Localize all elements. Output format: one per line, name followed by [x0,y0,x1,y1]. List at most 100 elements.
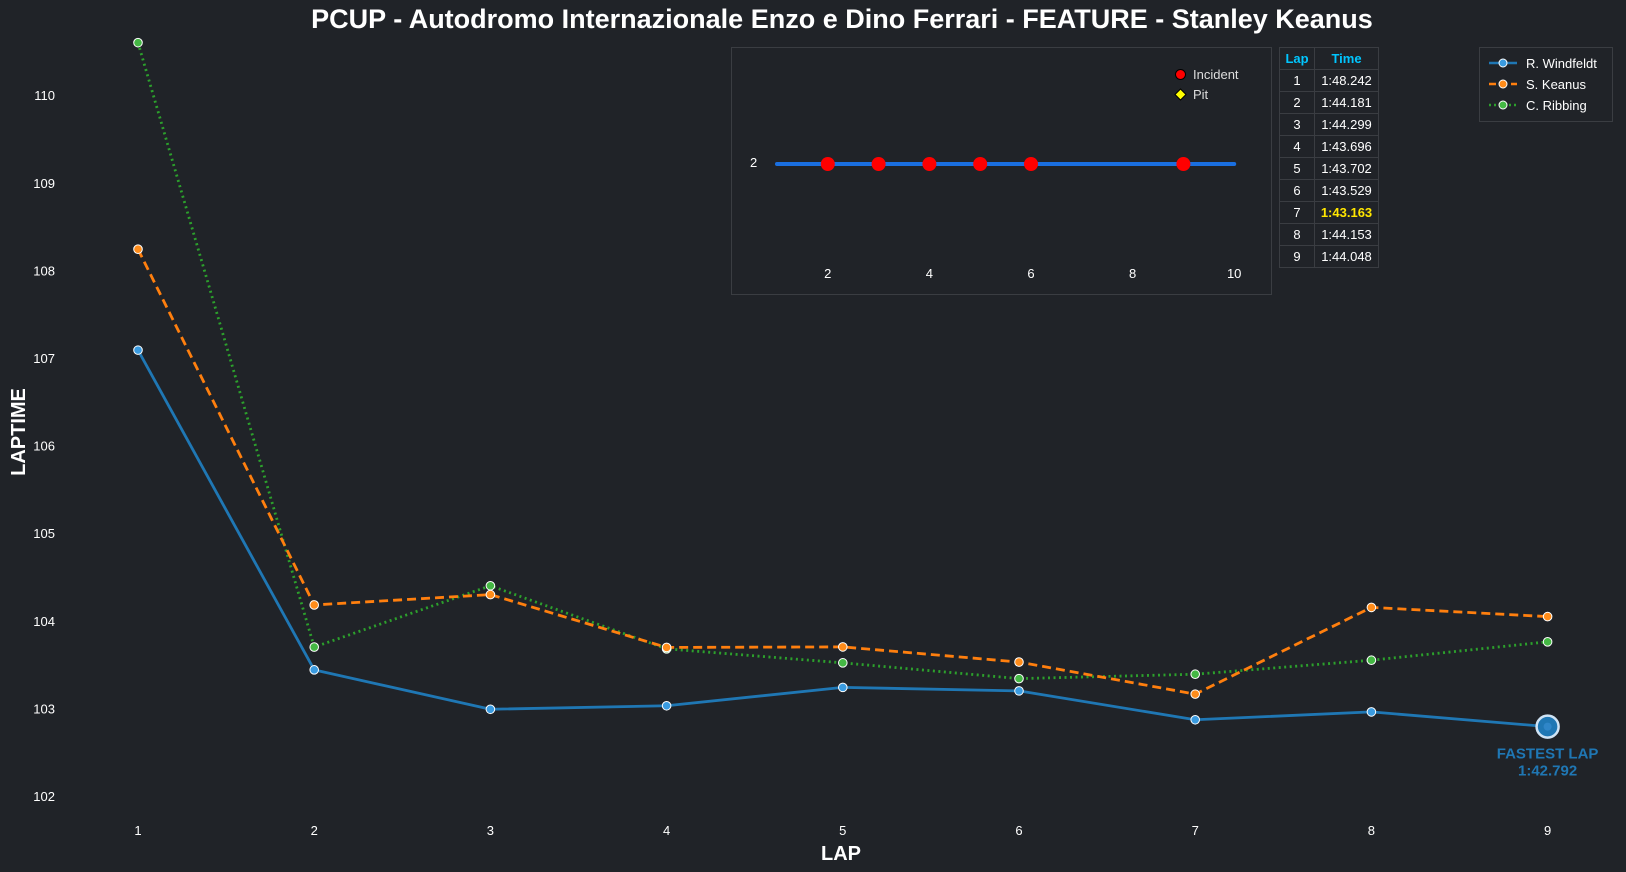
data-point [1014,673,1024,684]
lap-cell: 4 [1279,135,1315,158]
data-point [1366,602,1377,613]
inset-x-ticks: 2 4 6 8 10 [824,266,1241,281]
data-point [133,345,143,355]
legend-line-icon [1489,58,1517,68]
data-point [1366,707,1377,717]
legend-item: R. Windfeldt [1488,53,1597,73]
y-tick-label: 105 [33,526,55,541]
inset-x-tick-label: 4 [926,266,933,281]
legend-label: R. Windfeldt [1526,55,1597,71]
table-row: 2 1:44.181 [1279,91,1379,114]
y-tick-label: 103 [33,701,55,716]
fastest-lap-marker-inner [1543,722,1552,731]
fastest-lap-annotation: FASTEST LAP 1:42.792 [1497,714,1599,780]
chart-legend: R. Windfeldt S. Keanus C. Ribbing [1479,47,1613,122]
inset-y-tick: 2 [750,155,757,170]
time-cell: 1:44.299 [1314,113,1379,136]
data-point [838,642,848,652]
lap-column-header: Lap [1279,47,1315,70]
lap-time-table: Lap Time 1 1:48.242 2 1:44.181 3 1:44.299 4… [1279,47,1379,268]
y-tick-label: 104 [33,614,55,629]
lap-cell: 1 [1279,69,1315,92]
y-tick-label: 109 [33,176,55,191]
y-axis-label: LAPTIME [8,388,30,476]
data-point [1190,689,1200,699]
time-cell: 1:48.242 [1314,69,1379,92]
lap-cell: 6 [1279,179,1315,202]
incident-marker [1024,157,1038,171]
data-point [1014,657,1024,667]
data-point [838,682,848,693]
lap-cell: 9 [1279,245,1315,268]
time-cell: 1:44.181 [1314,91,1379,114]
time-cell: 1:43.163 [1314,201,1379,224]
inset-legend-incident: Incident [1174,67,1239,82]
data-point [1542,637,1553,647]
lap-cell: 5 [1279,157,1315,180]
data-point [133,244,143,255]
legend-item: S. Keanus [1488,74,1586,94]
time-column-header: Time [1314,47,1379,70]
data-point [309,665,320,675]
x-tick-label: 9 [1544,823,1551,838]
incident-inset-chart: 2 2 4 6 8 10 Incident Pit [731,47,1272,295]
inset-x-tick-label: 10 [1227,266,1241,281]
incident-legend-icon [1175,69,1186,80]
time-cell: 1:43.529 [1314,179,1379,202]
data-point [1190,669,1200,680]
x-tick-label: 2 [311,823,318,838]
data-point [1366,655,1377,666]
incident-marker [1176,157,1191,171]
x-tick-label: 8 [1368,823,1375,838]
data-point [485,589,496,600]
y-axis-ticks: 102 103 104 105 106 107 108 109 110 [33,88,55,804]
inset-legend-incident-label: Incident [1193,67,1239,82]
legend-label: C. Ribbing [1526,97,1587,113]
x-tick-label: 6 [1015,823,1022,838]
y-tick-label: 110 [34,88,55,103]
inset-legend-pit-label: Pit [1193,87,1209,102]
data-point [309,600,320,610]
y-tick-label: 102 [33,789,55,804]
inset-legend-pit: Pit [1174,87,1208,102]
inset-x-tick-label: 6 [1027,266,1034,281]
chart-title: PCUP - Autodromo Internazionale Enzo e D… [311,4,1373,34]
time-cell: 1:44.048 [1314,245,1379,268]
y-tick-label: 106 [33,439,55,454]
lap-cell: 8 [1279,223,1315,246]
incident-marker [922,157,937,171]
x-tick-label: 7 [1192,823,1199,838]
x-tick-label: 5 [839,823,846,838]
table-row: 6 1:43.529 [1279,179,1379,202]
data-point [309,642,320,652]
lap-cell: 7 [1279,201,1315,224]
x-axis-label: LAP [821,843,861,865]
table-row: 8 1:44.153 [1279,223,1379,246]
inset-plot: 2 2 4 6 8 10 [750,155,1241,281]
incident-marker [820,157,835,171]
x-tick-label: 3 [487,823,494,838]
series-markers [133,37,1553,732]
fastest-lap-time: 1:42.792 [1518,763,1577,780]
legend-line-icon [1489,79,1517,89]
table-row: 5 1:43.702 [1279,157,1379,180]
fastest-lap-label: FASTEST LAP [1497,746,1599,763]
incident-marker [871,157,886,171]
data-point [661,642,672,653]
series-line [136,248,1548,696]
inset-x-tick-label: 2 [824,266,831,281]
data-point [661,700,672,711]
data-point [133,37,143,48]
data-point [1014,686,1024,696]
table-row: 9 1:44.048 [1279,245,1379,268]
series-line [136,349,1548,729]
table-row: 1 1:48.242 [1279,69,1379,92]
inset-x-tick-label: 8 [1129,266,1136,281]
incident-marker [973,157,988,171]
legend-label: S. Keanus [1526,76,1586,92]
y-tick-label: 107 [33,351,55,366]
inset-incident-markers [820,157,1191,171]
pit-legend-icon [1174,88,1187,101]
series-line [136,42,1548,681]
